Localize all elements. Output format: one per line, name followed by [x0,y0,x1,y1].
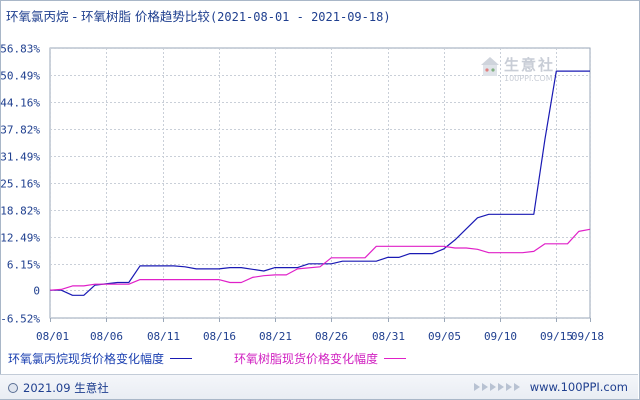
footer-left: 2021.09 生意社 [8,380,109,396]
x-tick-label: 08/26 [315,330,348,343]
chart-title-text: 环氧氯丙烷 - 环氧树脂 价格趋势比较 [6,9,210,24]
footer-right: www.100PPI.com [473,380,628,394]
watermark: 生意社 100PPI.COM [480,52,590,92]
y-tick-label: -6.52% [0,313,40,326]
y-tick-label: 31.49% [0,151,40,164]
chart-date-range: (2021-08-01 - 2021-09-18) [209,10,391,24]
legend-label-series-2: 环氧树脂现货价格变化幅度 [234,352,379,366]
x-tick-label: 09/10 [484,330,517,343]
arrows-icon [473,383,520,391]
footer-bar: 2021.09 生意社 www.100PPI.com [0,374,638,399]
legend-item-series-1: 环氧氯丙烷现货价格变化幅度 [8,350,193,367]
legend: 环氧氯丙烷现货价格变化幅度 环氧树脂现货价格变化幅度 [8,350,628,366]
y-tick-label: 18.82% [0,205,40,218]
y-tick-label: 37.82% [0,124,40,137]
x-tick-label: 09/15 [540,330,573,343]
y-tick-label: 25.16% [0,178,40,191]
chart-title: 环氧氯丙烷 - 环氧树脂 价格趋势比较(2021-08-01 - 2021-09… [6,6,626,25]
watermark-text: 生意社 [504,56,556,74]
y-tick-label: 50.49% [0,70,40,83]
watermark-url: 100PPI.COM [504,74,553,83]
footer-right-text: www.100PPI.com [529,380,628,394]
y-tick-label: 12.49% [0,232,40,245]
legend-swatch-series-2 [384,358,407,359]
x-tick-label: 08/16 [203,330,236,343]
copyright-dot-icon [8,383,18,393]
x-tick-label: 08/01 [36,330,69,343]
watermark-logo-icon [481,57,499,76]
series-line-2 [49,228,591,291]
footer-left-text: 2021.09 生意社 [23,381,109,395]
y-tick-label: 0 [33,285,40,298]
y-tick-label: 44.16% [0,97,40,110]
x-tick-label: 08/21 [259,330,292,343]
x-tick-label: 08/11 [147,330,180,343]
legend-swatch-series-1 [170,358,193,359]
x-tick-label: 09/05 [428,330,461,343]
legend-label-series-1: 环氧氯丙烷现货价格变化幅度 [8,352,165,366]
x-tick-label: 08/31 [372,330,405,343]
series-line-1 [50,70,590,296]
x-tick-label: 08/06 [90,330,123,343]
y-tick-label: 56.83% [0,43,40,56]
x-tick-label: 09/18 [571,330,604,343]
legend-item-series-2: 环氧树脂现货价格变化幅度 [234,350,407,367]
y-tick-label: 6.15% [7,259,40,272]
